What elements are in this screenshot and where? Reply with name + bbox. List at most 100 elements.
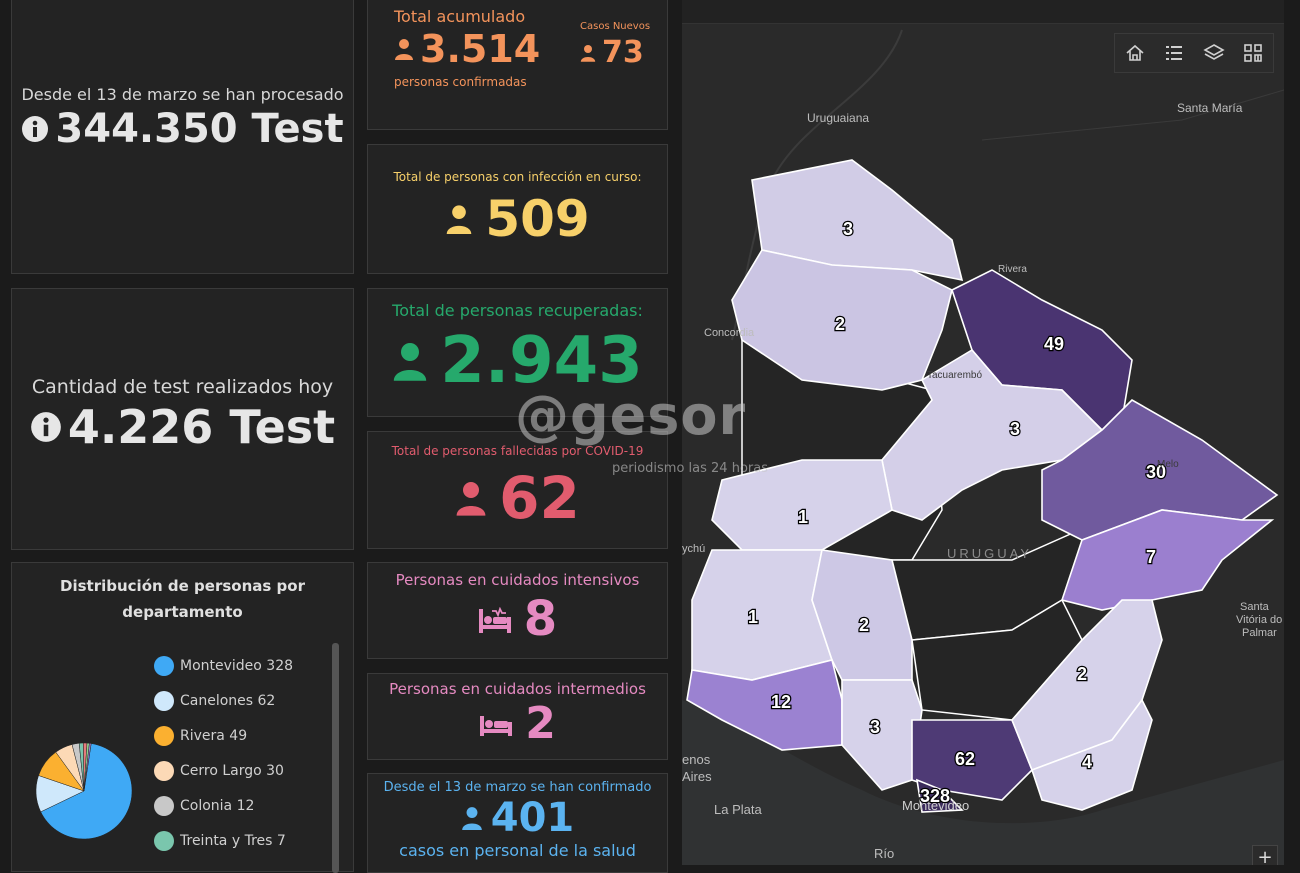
tests-total-value-row: 344.350 Test <box>12 106 353 152</box>
department-count-label[interactable]: 49 <box>1043 333 1066 356</box>
salud-value: 401 <box>490 795 575 841</box>
tests-today-panel: Cantidad de test realizados hoy 4.226 Te… <box>11 288 354 550</box>
place-santa-vitoria: Santa Vitória do Palmar <box>1236 601 1282 639</box>
fallecidas-value: 62 <box>499 464 580 532</box>
layers-icon[interactable] <box>1200 39 1228 67</box>
tests-total-panel: Desde el 13 de marzo se han procesado 34… <box>11 0 354 274</box>
legend-color-dot <box>154 656 174 676</box>
pie-slice[interactable] <box>40 743 133 840</box>
map-toolbar <box>1114 33 1274 73</box>
place-uruguaiana: Uruguaiana <box>807 111 869 125</box>
en-curso-value: 509 <box>485 190 590 248</box>
casos-nuevos-value: 73 <box>602 35 644 70</box>
tests-total-value: 344.350 Test <box>55 106 344 152</box>
distribution-scrollbar[interactable] <box>332 643 339 873</box>
salud-caption: casos en personal de la salud <box>399 841 636 860</box>
info-icon[interactable] <box>30 411 62 443</box>
cuidados-intensivos-panel: Personas en cuidados intensivos 8 <box>367 562 668 659</box>
legend-color-dot <box>154 726 174 746</box>
recuperadas-value-row: 2.943 <box>368 324 667 398</box>
pie-slice[interactable] <box>83 743 92 792</box>
place-concordia: Concordia <box>704 327 755 339</box>
intensivos-value-row: 8 <box>368 591 667 647</box>
person-icon <box>461 806 483 830</box>
map-title-bar <box>682 0 1284 24</box>
intensivos-title: Personas en cuidados intensivos <box>395 571 640 589</box>
legend-item[interactable]: Treinta y Tres 7 <box>154 831 286 851</box>
fallecidas-value-row: 62 <box>368 464 667 532</box>
info-icon[interactable] <box>21 115 49 143</box>
department-count-label[interactable]: 62 <box>954 748 977 771</box>
place-la-plata: La Plata <box>714 802 762 817</box>
home-icon[interactable] <box>1121 39 1149 67</box>
personal-salud-panel: Desde el 13 de marzo se han confirmado 4… <box>367 773 668 873</box>
bed-icon <box>479 698 513 749</box>
department-count-label[interactable]: 1 <box>797 506 810 529</box>
legend-item[interactable]: Colonia 12 <box>154 796 254 816</box>
uruguay-map[interactable]: 3 2 49 3 30 7 1 1 2 12 3 62 328 2 4 Uruguaiana Santa M… <box>682 0 1284 865</box>
tests-today-value-row: 4.226 Test <box>12 400 353 454</box>
person-icon <box>394 38 414 60</box>
en-curso-title: Total de personas con infección en curso… <box>393 170 642 184</box>
zoom-in-button[interactable]: + <box>1252 845 1278 865</box>
place-rivera: Rivera <box>998 264 1027 275</box>
qr-icon[interactable] <box>1239 39 1267 67</box>
legend-label: Treinta y Tres 7 <box>180 833 286 849</box>
legend-label: Rivera 49 <box>180 728 248 744</box>
legend-label: Colonia 12 <box>180 798 255 814</box>
icu-bed-icon <box>478 591 512 647</box>
legend-color-dot <box>154 761 174 781</box>
en-curso-value-row: 509 <box>368 190 667 248</box>
department-count-label[interactable]: 4 <box>1081 751 1094 774</box>
recuperadas-panel: Total de personas recuperadas: 2.943 <box>367 288 668 417</box>
legend-list-icon[interactable] <box>1160 39 1188 67</box>
department-count-label[interactable]: 12 <box>770 691 793 714</box>
distribution-pie-chart <box>35 742 133 840</box>
department-count-label[interactable]: 1 <box>747 606 760 629</box>
tests-total-subtitle: Desde el 13 de marzo se han procesado <box>21 85 344 104</box>
acumulado-value: 3.514 <box>420 27 541 71</box>
person-icon <box>455 480 487 516</box>
place-montevideo: Montevideo <box>902 798 969 813</box>
department-count-label[interactable]: 7 <box>1145 546 1158 569</box>
place-melo: Melo <box>1157 459 1179 470</box>
cuidados-intermedios-panel: Personas en cuidados intermedios 2 <box>367 673 668 760</box>
fallecidas-title: Total de personas fallecidas por COVID-1… <box>391 444 644 458</box>
legend-item[interactable]: Canelones 62 <box>154 691 275 711</box>
legend-color-dot <box>154 691 174 711</box>
department-count-label[interactable]: 3 <box>869 716 882 739</box>
place-buenos-aires: enos Aires <box>682 752 712 784</box>
acumulado-title: Total acumulado <box>394 7 526 26</box>
distribution-panel: Distribución de personas por departament… <box>11 562 354 873</box>
place-gualeguaychu: ychú <box>682 543 705 555</box>
infeccion-en-curso-panel: Total de personas con infección en curso… <box>367 144 668 274</box>
legend-color-dot <box>154 796 174 816</box>
legend-item[interactable]: Cerro Largo 30 <box>154 761 284 781</box>
department-count-label[interactable]: 3 <box>1009 418 1022 441</box>
department-count-label[interactable]: 2 <box>1076 663 1089 686</box>
person-icon <box>445 204 473 234</box>
total-acumulado-panel: Total acumulado 3.514 personas confirmad… <box>367 0 668 130</box>
place-rio: Río <box>874 846 894 861</box>
salud-title: Desde el 13 de marzo se han confirmado <box>383 780 652 795</box>
legend-item[interactable]: Montevideo 328 <box>154 656 293 676</box>
intermedios-value-row: 2 <box>368 698 667 749</box>
legend-color-dot <box>154 831 174 851</box>
department-count-label[interactable]: 3 <box>842 218 855 241</box>
person-icon <box>392 341 428 381</box>
department-count-label[interactable]: 2 <box>834 313 847 336</box>
place-tacuarembo: Tacuarembó <box>927 370 982 381</box>
casos-nuevos-title: Casos Nuevos <box>580 21 651 32</box>
tests-today-subtitle: Cantidad de test realizados hoy <box>31 376 334 398</box>
intermedios-value: 2 <box>525 698 556 749</box>
recuperadas-value: 2.943 <box>440 324 643 398</box>
department-count-label[interactable]: 30 <box>1145 461 1168 484</box>
fallecidas-panel: Total de personas fallecidas por COVID-1… <box>367 431 668 549</box>
place-santa-maria: Santa María <box>1177 101 1243 115</box>
place-uruguay: URUGUAY <box>947 546 1032 561</box>
person-icon <box>580 44 596 62</box>
department-count-label[interactable]: 328 <box>919 785 952 808</box>
department-count-label[interactable]: 2 <box>858 614 871 637</box>
legend-item[interactable]: Rivera 49 <box>154 726 247 746</box>
